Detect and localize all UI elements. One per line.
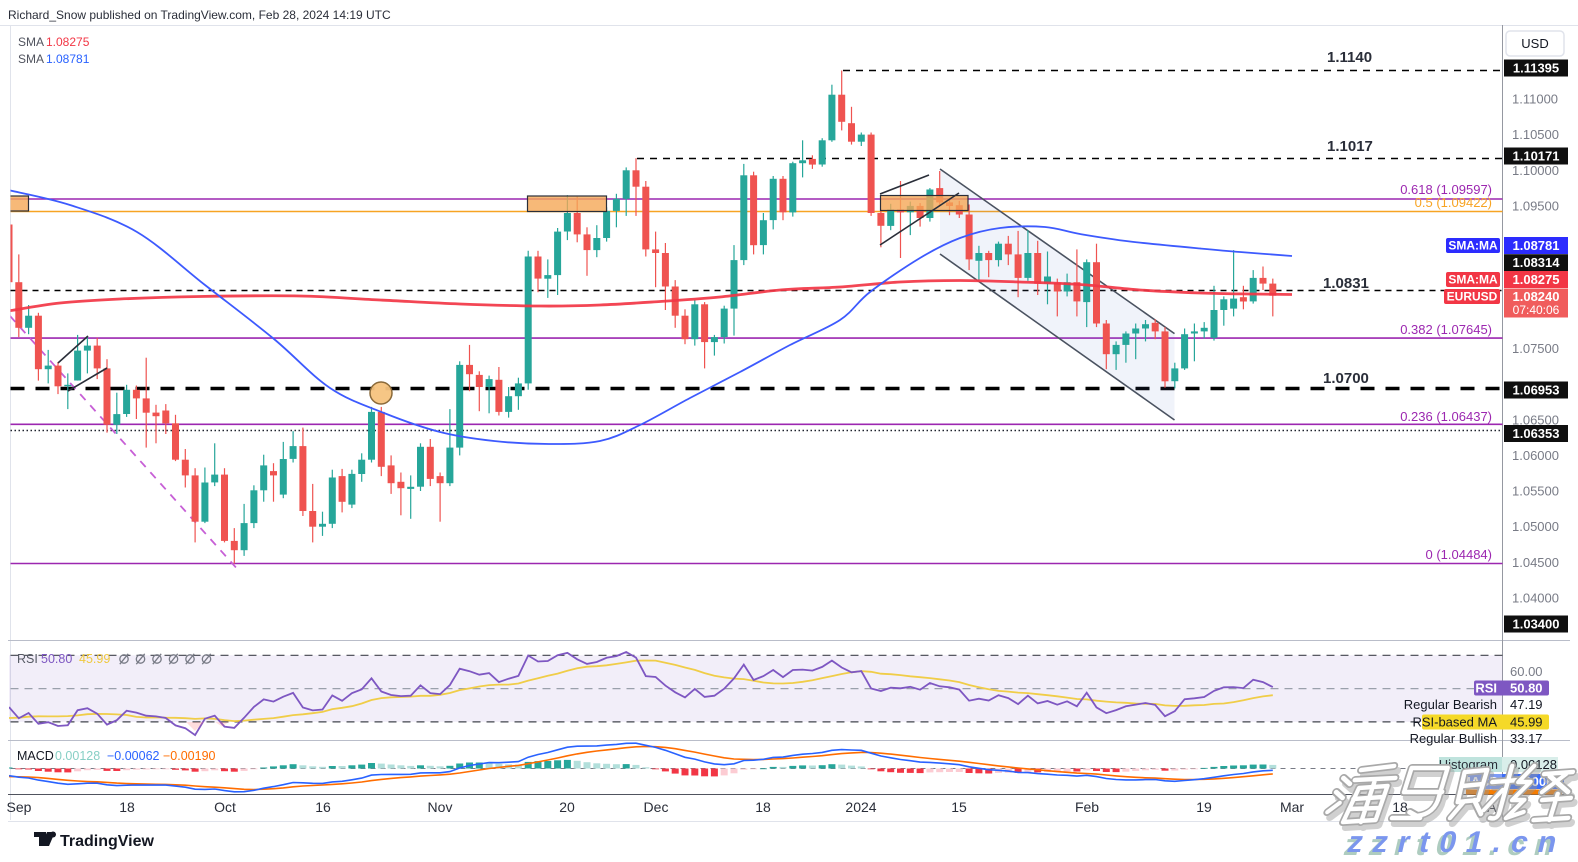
svg-text:MACD: MACD [17, 749, 54, 763]
svg-text:1.1017: 1.1017 [1327, 138, 1373, 155]
svg-text:1.06353: 1.06353 [1513, 426, 1560, 441]
svg-text:1.05500: 1.05500 [1512, 484, 1559, 499]
svg-text:19: 19 [1196, 799, 1212, 815]
svg-text:1.04000: 1.04000 [1512, 591, 1559, 606]
svg-text:0 (1.04484): 0 (1.04484) [1426, 547, 1493, 562]
svg-text:EURUSD: EURUSD [1447, 290, 1498, 304]
svg-text:1.03400: 1.03400 [1513, 617, 1560, 632]
svg-text:47.19: 47.19 [1510, 697, 1543, 712]
svg-text:1.06953: 1.06953 [1513, 383, 1560, 398]
svg-text:SMA:MA: SMA:MA [1448, 239, 1498, 253]
svg-text:USD: USD [1521, 36, 1548, 51]
svg-text:0.5 (1.09422): 0.5 (1.09422) [1415, 195, 1492, 210]
svg-text:Feb: Feb [1075, 799, 1099, 815]
svg-text:1.08240: 1.08240 [1513, 289, 1560, 304]
svg-text:Nov: Nov [428, 799, 453, 815]
svg-text:1.1140: 1.1140 [1327, 49, 1372, 66]
svg-text:1.0831: 1.0831 [1323, 275, 1369, 292]
svg-text:50.80: 50.80 [1510, 681, 1543, 696]
svg-text:1.10500: 1.10500 [1512, 127, 1559, 142]
svg-text:2024: 2024 [845, 799, 876, 815]
svg-text:1.11000: 1.11000 [1512, 92, 1558, 107]
svg-text:−0.00062: −0.00062 [107, 749, 160, 763]
svg-text:07:40:06: 07:40:06 [1513, 303, 1560, 317]
svg-text:1.05000: 1.05000 [1512, 519, 1559, 534]
svg-text:60.00: 60.00 [1510, 664, 1543, 679]
svg-text:Richard_Snow published on Trad: Richard_Snow published on TradingView.co… [8, 8, 391, 22]
svg-text:1.07500: 1.07500 [1512, 341, 1559, 356]
svg-text:1.10000: 1.10000 [1512, 163, 1559, 178]
svg-text:TradingView: TradingView [60, 833, 155, 850]
svg-text:18: 18 [755, 799, 771, 815]
svg-text:1.08781: 1.08781 [1513, 238, 1560, 253]
svg-text:1.06000: 1.06000 [1512, 448, 1559, 463]
svg-text:Regular Bullish: Regular Bullish [1410, 731, 1497, 746]
svg-text:0.618 (1.09597): 0.618 (1.09597) [1400, 182, 1492, 197]
svg-text:16: 16 [315, 799, 331, 815]
svg-text:1.04500: 1.04500 [1512, 555, 1559, 570]
svg-text:RSI: RSI [17, 652, 38, 666]
svg-text:1.08275: 1.08275 [46, 35, 90, 49]
svg-text:1.09500: 1.09500 [1512, 198, 1559, 213]
svg-text:SMA: SMA [18, 52, 44, 66]
svg-text:0.236 (1.06437): 0.236 (1.06437) [1400, 409, 1492, 424]
svg-text:45.99: 45.99 [79, 652, 110, 666]
svg-text:18: 18 [119, 799, 135, 815]
svg-text:45.99: 45.99 [1510, 715, 1543, 730]
svg-text:33.17: 33.17 [1510, 731, 1543, 746]
svg-text:18: 18 [1392, 799, 1408, 815]
svg-text:1.10171: 1.10171 [1513, 149, 1560, 164]
svg-text:Dec: Dec [644, 799, 669, 815]
svg-text:0.00128: 0.00128 [55, 749, 100, 763]
svg-text:RSI-based MA: RSI-based MA [1412, 715, 1497, 730]
svg-text:0.382 (1.07645): 0.382 (1.07645) [1400, 322, 1492, 337]
svg-text:15: 15 [951, 799, 967, 815]
svg-text:RSI: RSI [1475, 681, 1497, 696]
svg-text:20: 20 [559, 799, 575, 815]
svg-text:SMA:MA: SMA:MA [1448, 273, 1498, 287]
svg-text:1.08314: 1.08314 [1513, 255, 1561, 270]
svg-text:1.08275: 1.08275 [1513, 272, 1560, 287]
svg-text:zzrt01.cn: zzrt01.cn [1341, 828, 1567, 857]
svg-text:−0.00190: −0.00190 [163, 749, 216, 763]
svg-text:Mar: Mar [1280, 799, 1304, 815]
svg-text:1.08781: 1.08781 [46, 52, 90, 66]
svg-text:1.11395: 1.11395 [1513, 61, 1559, 76]
svg-text:SMA: SMA [18, 35, 44, 49]
svg-text:50.80: 50.80 [41, 652, 72, 666]
svg-text:Regular Bearish: Regular Bearish [1404, 697, 1497, 712]
svg-text:1.0700: 1.0700 [1323, 370, 1369, 387]
svg-text:Sep: Sep [7, 799, 32, 815]
svg-text:zzrt01.cn: zzrt01.cn [1344, 825, 1570, 857]
svg-text:Oct: Oct [214, 799, 236, 815]
svg-text:1.06500: 1.06500 [1512, 412, 1559, 427]
